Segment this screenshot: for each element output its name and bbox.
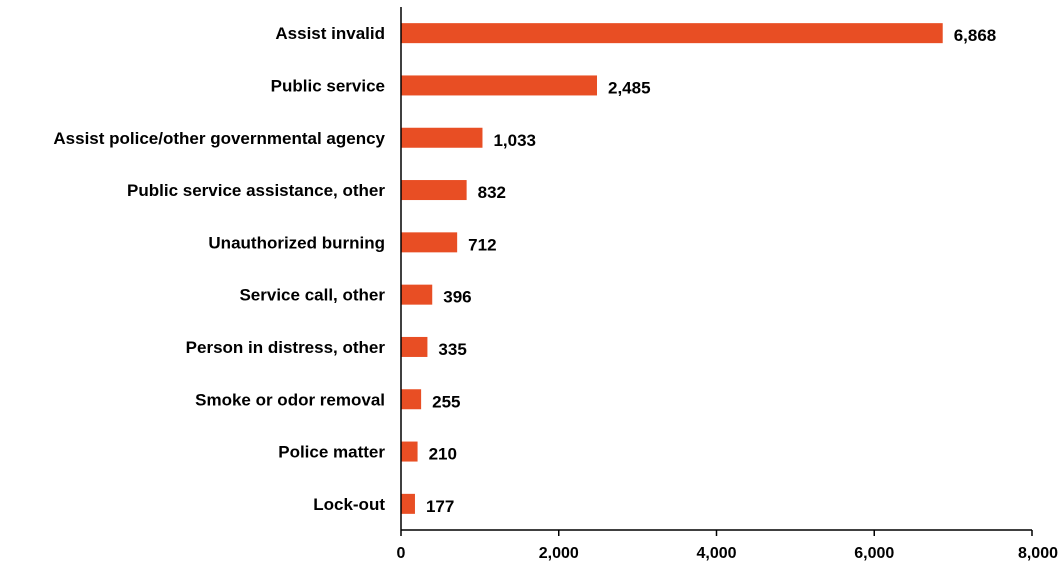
data-label: 210 <box>429 445 457 464</box>
x-tick-label: 2,000 <box>539 545 579 562</box>
bar <box>401 389 422 410</box>
data-label: 396 <box>443 288 471 307</box>
bar <box>401 284 433 305</box>
bar <box>401 336 428 357</box>
category-label: Service call, other <box>239 286 385 305</box>
bar <box>401 23 943 44</box>
category-label: Unauthorized burning <box>208 233 385 252</box>
category-labels: Assist invalid Public service Assist polic… <box>53 24 385 514</box>
data-label: 177 <box>426 497 454 516</box>
data-label: 2,485 <box>608 78 651 97</box>
data-label: 6,868 <box>954 26 997 45</box>
bars-layer <box>401 23 943 514</box>
data-labels: 6,868 2,485 1,033 832 712 396 335 255 210 177 <box>426 26 996 516</box>
category-label: Assist invalid <box>275 24 385 43</box>
data-label: 1,033 <box>493 131 536 150</box>
category-label: Smoke or odor removal <box>195 390 385 409</box>
bar <box>401 127 483 148</box>
bar <box>401 180 467 201</box>
x-tick-label: 0 <box>397 545 406 562</box>
category-label: Lock-out <box>313 495 385 514</box>
category-label: Public service <box>271 76 385 95</box>
x-tick-label: 4,000 <box>696 545 736 562</box>
bar <box>401 441 418 462</box>
data-label: 335 <box>438 340 466 359</box>
category-label: Public service assistance, other <box>127 181 385 200</box>
bar <box>401 493 415 514</box>
x-tick-label: 8,000 <box>1018 545 1058 562</box>
data-label: 255 <box>432 392 460 411</box>
category-label: Police matter <box>278 443 385 462</box>
data-label: 832 <box>478 183 506 202</box>
category-label: Assist police/other governmental agency <box>53 129 385 148</box>
x-tick-label: 6,000 <box>854 545 894 562</box>
bar <box>401 75 598 96</box>
category-label: Person in distress, other <box>186 338 386 357</box>
data-label: 712 <box>468 235 496 254</box>
axes: 0 2,000 4,000 6,000 8,000 <box>397 7 1058 562</box>
bar <box>401 232 458 253</box>
